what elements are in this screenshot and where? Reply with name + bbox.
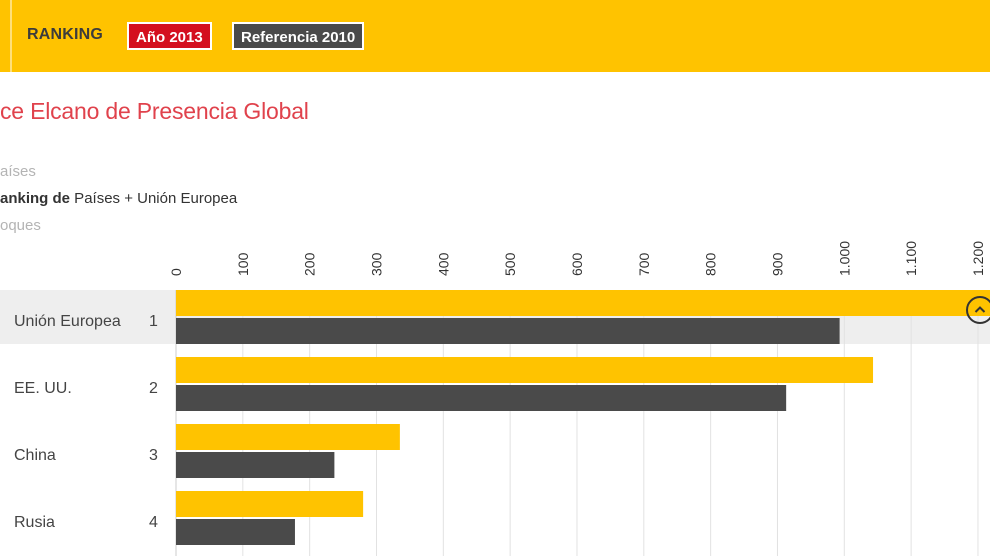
page-title: ce Elcano de Presencia Global (0, 98, 309, 124)
tick-label: 100 (235, 252, 251, 276)
tick-label: 1.100 (903, 241, 919, 276)
option-ranking-bold: anking de (0, 190, 71, 207)
tick-label: 300 (368, 252, 384, 276)
tick-label: 0 (168, 268, 184, 276)
chevron-up-icon (974, 306, 986, 313)
tick-label: 400 (435, 252, 451, 276)
bar-2013 (176, 357, 874, 383)
reference-2010-button[interactable]: Referencia 2010 (232, 22, 365, 50)
option-bloques[interactable]: oques (0, 217, 41, 234)
country-label: EE. UU. (14, 380, 72, 397)
bar-2010 (176, 385, 787, 411)
header-bar: RANKING Año 2013 Referencia 2010 (0, 0, 990, 72)
tick-label: 1.000 (836, 241, 852, 276)
rank-label: 4 (149, 514, 158, 531)
option-paises-label: aíses (0, 163, 36, 180)
tick-label: 600 (569, 252, 585, 276)
header-divider (10, 0, 12, 72)
tick-label: 700 (636, 252, 652, 276)
rank-label: 1 (149, 313, 158, 330)
option-ranking-label: Países + Unión Europea (70, 190, 238, 207)
bar-2010 (176, 318, 840, 344)
country-label: Rusia (14, 514, 55, 531)
year-2013-button[interactable]: Año 2013 (127, 22, 212, 50)
bar-2010 (176, 452, 335, 478)
bar-2013 (176, 491, 364, 517)
collapse-button[interactable] (966, 296, 990, 324)
bar-2013 (176, 424, 400, 450)
tick-label: 500 (502, 252, 518, 276)
tick-label: 800 (703, 252, 719, 276)
tick-label: 1.200 (970, 241, 986, 276)
ranking-label: RANKING (27, 26, 104, 43)
option-ranking-paises-ue[interactable]: anking de Países + Unión Europea (0, 190, 237, 207)
bar-2010 (176, 519, 295, 545)
option-paises[interactable]: aíses (0, 163, 36, 180)
tick-label: 200 (302, 252, 318, 276)
bar-2013 (176, 290, 990, 316)
tick-label: 900 (769, 252, 785, 276)
option-bloques-label: oques (0, 217, 41, 234)
country-label: Unión Europea (14, 313, 121, 330)
rank-label: 2 (149, 380, 158, 397)
country-label: China (14, 447, 56, 464)
rank-label: 3 (149, 447, 158, 464)
